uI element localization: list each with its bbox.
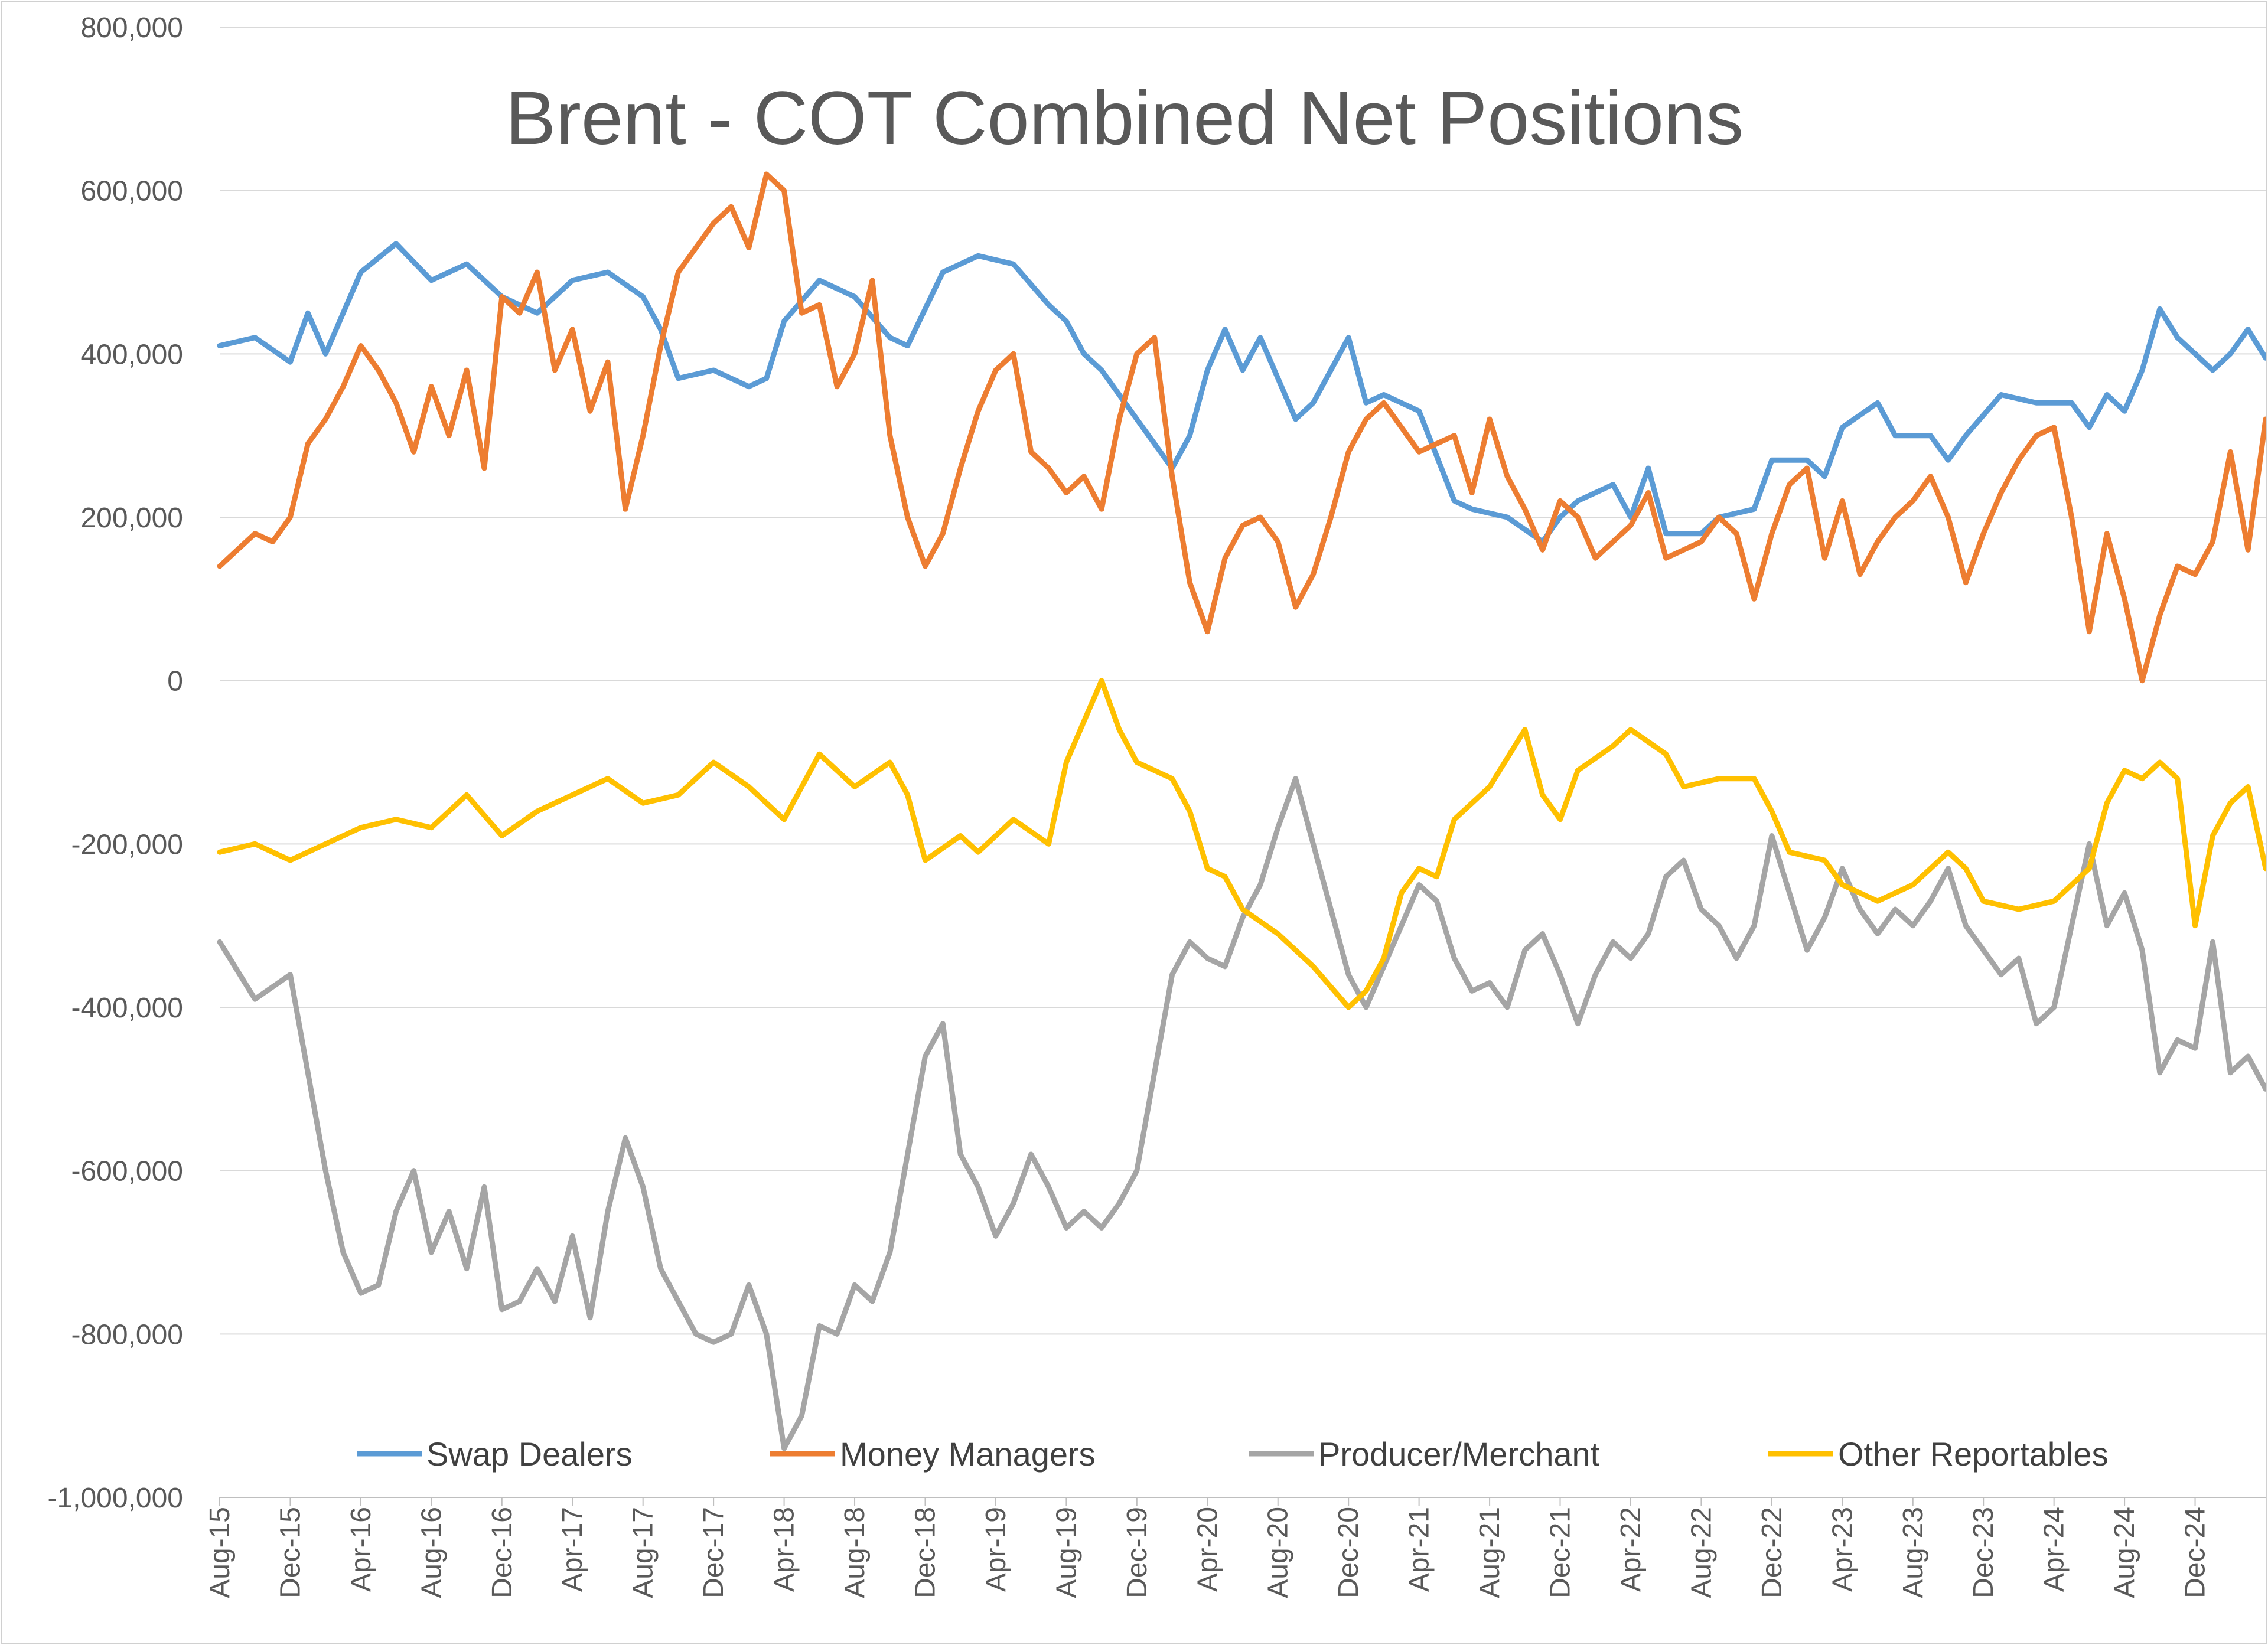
x-tick-label: Aug-24 [2109,1507,2140,1598]
x-tick-label: Dec-18 [910,1507,941,1598]
series-line-swap-dealers [217,241,2266,544]
y-tick-label: -800,000 [71,1319,184,1350]
x-tick-label: Dec-15 [275,1507,306,1598]
x-tick-label: Apr-16 [346,1507,377,1592]
gridlines [220,27,2266,1498]
x-axis: Aug-15 Dec-15 Apr-16 Aug-16 Dec-16 Apr-17 Aug-… [204,1497,2211,1598]
y-tick-label: -600,000 [71,1156,184,1187]
x-tick-label: Aug-21 [1474,1507,1506,1598]
y-tick-label: 0 [167,666,183,697]
x-tick-label: Dec-23 [1968,1507,1999,1598]
chart-title: Brent - COT Combined Net Positions [506,76,1744,161]
x-tick-label: Aug-17 [628,1507,659,1598]
x-tick-label: Dec-22 [1757,1507,1788,1598]
x-tick-label: Dec-19 [1122,1507,1153,1598]
y-tick-label: 800,000 [80,12,183,44]
x-tick-label: Apr-18 [769,1507,800,1592]
series-line-money-managers [217,171,2266,684]
x-tick-label: Aug-15 [204,1507,236,1598]
y-tick-label: 200,000 [80,502,183,534]
series-line-other-reportables [217,678,2266,1010]
legend-label: Money Managers [840,1435,1096,1473]
x-tick-label: Apr-22 [1615,1507,1647,1592]
x-tick-label: Aug-19 [1051,1507,1082,1598]
x-tick-label: Apr-23 [1827,1507,1858,1592]
x-tick-label: Aug-18 [839,1507,871,1598]
x-tick-label: Apr-17 [557,1507,588,1592]
y-tick-label: 600,000 [80,176,183,207]
x-tick-label: Apr-24 [2039,1507,2070,1592]
x-tick-label: Dec-24 [2180,1507,2211,1598]
series-lines [217,171,2266,1451]
legend-label: Other Reportables [1838,1435,2109,1473]
y-tick-label: -1,000,000 [47,1483,183,1514]
y-tick-label: -400,000 [71,993,184,1024]
x-tick-label: Dec-21 [1545,1507,1576,1598]
x-tick-label: Dec-16 [487,1507,518,1598]
x-tick-label: Aug-22 [1686,1507,1717,1598]
legend: Swap Dealers Money Managers Producer/Merch… [357,1435,2109,1473]
x-tick-label: Aug-16 [416,1507,447,1598]
legend-label: Producer/Merchant [1318,1435,1600,1473]
y-tick-label: -200,000 [71,829,184,860]
series-line-producer-merchant [217,776,2266,1451]
x-tick-label: Apr-20 [1192,1507,1223,1592]
legend-label: Swap Dealers [426,1435,633,1473]
x-tick-label: Dec-20 [1333,1507,1364,1598]
x-tick-label: Apr-21 [1404,1507,1435,1592]
x-tick-label: Apr-19 [980,1507,1012,1592]
y-tick-label: 400,000 [80,339,183,370]
x-tick-label: Aug-23 [1898,1507,1929,1598]
x-tick-label: Dec-17 [698,1507,729,1598]
x-tick-label: Aug-20 [1263,1507,1294,1598]
y-axis-tick-labels: 800,000 600,000 400,000 200,000 0 -200,000 -40… [47,12,183,1514]
